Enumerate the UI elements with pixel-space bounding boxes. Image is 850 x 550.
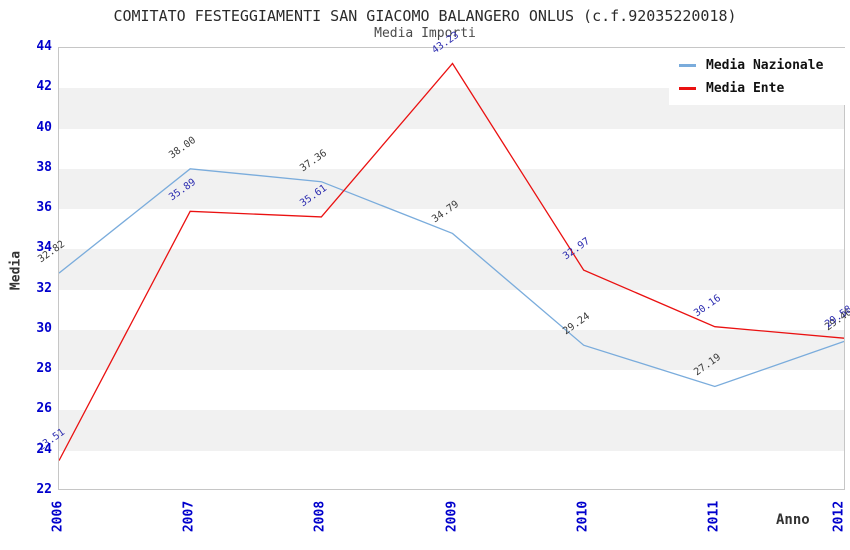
legend-item-media-ente: Media Ente bbox=[669, 77, 845, 100]
legend-label-media-nazionale: Media Nazionale bbox=[706, 58, 824, 73]
y-tick-label-28: 28 bbox=[36, 361, 52, 377]
x-tick-label-2007: 2007 bbox=[181, 500, 197, 533]
y-tick-label-26: 26 bbox=[36, 401, 52, 417]
y-tick-label-36: 36 bbox=[36, 200, 52, 216]
plot-area bbox=[58, 47, 845, 490]
y-tick-label-38: 38 bbox=[36, 159, 52, 175]
series-line-media-nazionale bbox=[59, 168, 844, 388]
y-tick-label-22: 22 bbox=[36, 482, 52, 497]
y-tick-label-34: 34 bbox=[36, 240, 52, 256]
x-tick-label-2006: 2006 bbox=[50, 500, 66, 533]
y-tick-label-44: 44 bbox=[36, 39, 52, 54]
grid-band bbox=[59, 329, 844, 371]
legend: Media Nazionale Media Ente bbox=[669, 48, 845, 105]
grid-band bbox=[59, 289, 844, 330]
series-lines-layer bbox=[59, 62, 844, 461]
grid-band bbox=[59, 209, 844, 250]
chart-title: COMITATO FESTEGGIAMENTI SAN GIACOMO BALA… bbox=[113, 7, 737, 25]
media-nazionale-line-swatch bbox=[679, 64, 696, 67]
media-ente-line-swatch bbox=[679, 87, 696, 90]
x-tick-label-2012: 2012 bbox=[831, 500, 847, 533]
x-tick-label-2008: 2008 bbox=[312, 500, 328, 533]
legend-label-media-ente: Media Ente bbox=[706, 81, 785, 96]
y-tick-label-40: 40 bbox=[36, 119, 52, 135]
series-line-media-ente bbox=[59, 62, 844, 461]
chart-subtitle: Media Importi bbox=[374, 26, 476, 41]
x-tick-label-2011: 2011 bbox=[706, 500, 722, 533]
y-tick-label-32: 32 bbox=[36, 280, 52, 296]
grid-band bbox=[59, 128, 844, 169]
y-tick-label-24: 24 bbox=[36, 441, 52, 457]
x-axis-title: Anno bbox=[776, 512, 810, 528]
grid-band bbox=[59, 249, 844, 290]
legend-item-media-nazionale: Media Nazionale bbox=[669, 54, 845, 77]
grid-band bbox=[59, 450, 844, 489]
grid-band bbox=[59, 168, 844, 210]
x-tick-label-2009: 2009 bbox=[444, 500, 459, 533]
grid-band bbox=[59, 370, 844, 411]
y-tick-label-30: 30 bbox=[36, 320, 52, 336]
x-tick-label-2010: 2010 bbox=[575, 500, 591, 533]
grid-band bbox=[59, 410, 844, 451]
y-tick-label-42: 42 bbox=[36, 79, 52, 95]
